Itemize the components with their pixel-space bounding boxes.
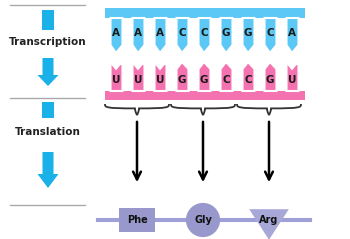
PathPatch shape [176, 62, 189, 91]
Bar [42, 10, 54, 30]
Text: G: G [178, 75, 186, 85]
Text: G: G [222, 28, 230, 38]
Text: C: C [222, 75, 230, 85]
PathPatch shape [176, 18, 189, 53]
PathPatch shape [111, 64, 122, 91]
Text: C: C [244, 75, 252, 85]
PathPatch shape [287, 18, 299, 53]
Text: Gly: Gly [194, 215, 212, 225]
PathPatch shape [243, 18, 254, 53]
Bar [105, 91, 305, 100]
PathPatch shape [133, 18, 145, 53]
Bar [42, 102, 54, 118]
PathPatch shape [154, 18, 167, 53]
Text: Translation: Translation [15, 127, 81, 137]
Bar [105, 8, 305, 18]
Polygon shape [249, 209, 289, 239]
Text: Transcription: Transcription [9, 37, 87, 47]
PathPatch shape [198, 18, 210, 53]
PathPatch shape [154, 64, 167, 91]
PathPatch shape [111, 18, 122, 53]
Text: G: G [266, 75, 274, 85]
Text: C: C [178, 28, 186, 38]
Text: A: A [288, 28, 296, 38]
PathPatch shape [243, 62, 254, 91]
FancyBboxPatch shape [119, 208, 155, 232]
PathPatch shape [265, 18, 277, 53]
Text: C: C [200, 28, 208, 38]
Text: Arg: Arg [259, 215, 279, 225]
Text: U: U [112, 75, 120, 85]
Text: U: U [156, 75, 164, 85]
Text: A: A [156, 28, 164, 38]
PathPatch shape [220, 18, 232, 53]
PathPatch shape [287, 64, 299, 91]
Text: G: G [200, 75, 208, 85]
Text: U: U [288, 75, 296, 85]
Text: C: C [266, 28, 274, 38]
PathPatch shape [265, 62, 277, 91]
Text: A: A [134, 28, 142, 38]
Text: U: U [134, 75, 142, 85]
PathPatch shape [133, 64, 145, 91]
PathPatch shape [220, 62, 232, 91]
FancyArrow shape [37, 58, 58, 86]
Text: G: G [244, 28, 252, 38]
FancyArrow shape [37, 152, 58, 188]
Text: Phe: Phe [127, 215, 147, 225]
PathPatch shape [198, 62, 210, 91]
Circle shape [186, 203, 220, 237]
Text: A: A [112, 28, 120, 38]
